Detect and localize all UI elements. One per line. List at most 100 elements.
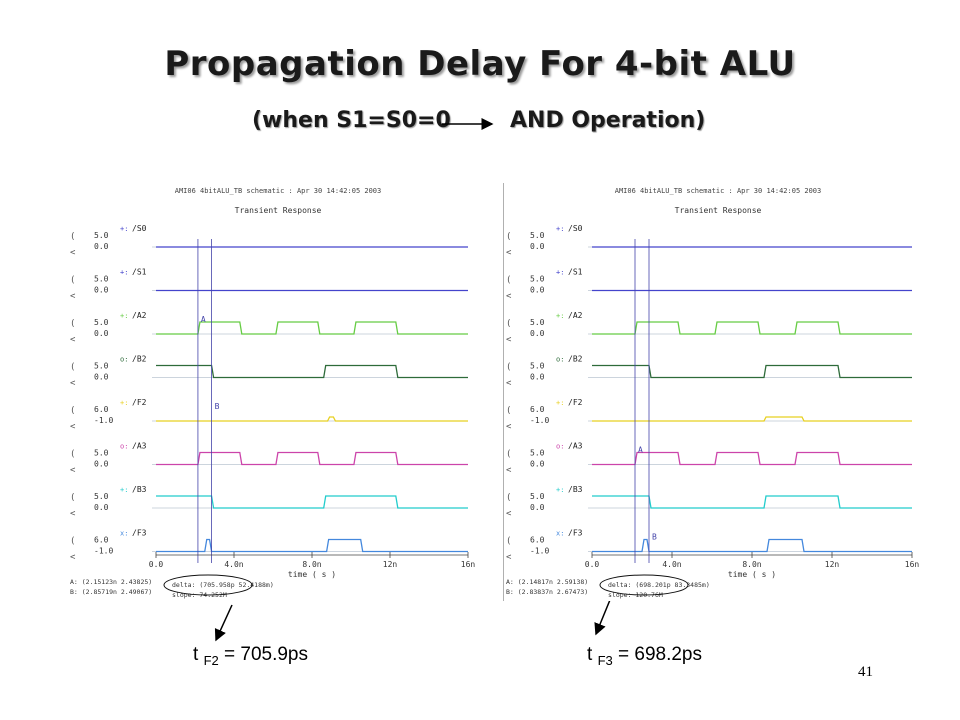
waveform-plot-left: AMI06 4bitALU_TB schematic : Apr 30 14:4… xyxy=(70,187,475,599)
signal-prefix: x: xyxy=(556,530,564,538)
y-tick-low: 0.0 xyxy=(94,503,109,512)
y-tick-low: 0.0 xyxy=(94,373,109,382)
x-tick-label: 0.0 xyxy=(585,560,600,569)
axis-bracket: < xyxy=(506,553,512,563)
x-tick-label: 12n xyxy=(383,560,398,569)
y-tick-low: 0.0 xyxy=(530,373,545,382)
panel-subheader: Transient Response xyxy=(235,206,322,215)
cursor-b-label: B xyxy=(652,533,657,542)
signal-name: /F3 xyxy=(568,529,583,538)
signal-prefix: o: xyxy=(556,356,564,364)
y-tick-high: 5.0 xyxy=(530,449,545,458)
y-tick-low: 0.0 xyxy=(530,286,545,295)
y-tick-high: 5.0 xyxy=(94,492,109,501)
signal-prefix: +: xyxy=(556,312,564,320)
waveform-a2 xyxy=(592,321,912,335)
y-tick-low: -1.0 xyxy=(94,547,113,556)
axis-bracket: ( xyxy=(506,319,511,329)
axis-bracket: ( xyxy=(506,363,511,373)
axis-bracket: < xyxy=(506,466,512,476)
cursor-a-label: A xyxy=(201,315,206,324)
readout-a: A: (2.14817n 2.59138) xyxy=(506,578,588,586)
signal-prefix: +: xyxy=(120,269,128,277)
caption-right-arrow xyxy=(594,594,613,636)
y-tick-low: 0.0 xyxy=(94,329,109,338)
x-tick-label: 8.0n xyxy=(302,560,321,569)
caption-delay-f3: t F3 = 698.2ps xyxy=(587,644,702,668)
x-axis-label: time ( s ) xyxy=(728,570,776,579)
signal-name: /S0 xyxy=(568,224,583,233)
signal-name: /F2 xyxy=(132,398,147,407)
axis-bracket: ( xyxy=(506,493,511,503)
x-tick-label: 8.0n xyxy=(742,560,761,569)
waveform-f3 xyxy=(156,538,468,553)
y-tick-high: 6.0 xyxy=(94,405,109,414)
x-tick-label: 12n xyxy=(825,560,840,569)
signal-prefix: +: xyxy=(120,225,128,233)
signal-prefix: +: xyxy=(556,399,564,407)
signal-name: /F3 xyxy=(132,529,147,538)
y-tick-low: 0.0 xyxy=(94,242,109,251)
waveform-b3 xyxy=(592,495,912,509)
caption-right-value: = 698.2ps xyxy=(612,644,703,665)
axis-bracket: < xyxy=(70,509,76,519)
y-tick-high: 5.0 xyxy=(530,318,545,327)
waveform-a3 xyxy=(592,451,912,466)
caption-delay-f2: t F2 = 705.9ps xyxy=(193,644,308,668)
caption-left-sub: F2 xyxy=(203,652,219,668)
delta-highlight xyxy=(163,574,253,596)
axis-bracket: ( xyxy=(506,276,511,286)
y-tick-high: 5.0 xyxy=(94,318,109,327)
y-tick-high: 6.0 xyxy=(94,536,109,545)
subtitle-condition: (when S1=S0=0 xyxy=(252,108,451,133)
axis-bracket: < xyxy=(506,509,512,519)
cursor-a-label: A xyxy=(638,446,643,455)
waveform-a2 xyxy=(156,321,468,335)
y-tick-low: 0.0 xyxy=(530,503,545,512)
axis-bracket: ( xyxy=(70,363,75,373)
signal-prefix: +: xyxy=(556,486,564,494)
slide-title: Propagation Delay For 4-bit ALU xyxy=(164,44,796,84)
axis-bracket: ( xyxy=(506,232,511,242)
axis-bracket: < xyxy=(506,248,512,258)
caption-left-prefix: t xyxy=(193,644,204,665)
x-tick-label: 16n xyxy=(905,560,920,569)
axis-bracket: ( xyxy=(506,406,511,416)
axis-bracket: < xyxy=(70,292,76,302)
waveform-b3 xyxy=(156,495,468,509)
waveform-b2 xyxy=(592,364,912,379)
axis-bracket: < xyxy=(506,292,512,302)
axis-bracket: ( xyxy=(70,232,75,242)
axis-bracket: ( xyxy=(70,319,75,329)
cursor-b-label: B xyxy=(215,402,220,411)
panel-header: AMI06 4bitALU_TB schematic : Apr 30 14:4… xyxy=(175,187,382,195)
y-tick-high: 5.0 xyxy=(530,362,545,371)
caption-left-value: = 705.9ps xyxy=(218,644,309,665)
signal-name: /A3 xyxy=(132,442,147,451)
subtitle-operation: AND Operation) xyxy=(510,108,706,133)
readout-a: A: (2.15123n 2.43825) xyxy=(70,578,152,586)
axis-bracket: < xyxy=(70,553,76,563)
axis-bracket: < xyxy=(70,335,76,345)
axis-bracket: ( xyxy=(70,406,75,416)
readout-delta: delta: (705.958p 52.4188m) xyxy=(172,581,274,589)
readout-delta: delta: (698.201p 83.3485m) xyxy=(608,581,710,589)
signal-name: /B2 xyxy=(132,355,147,364)
caption-left-arrow xyxy=(214,604,233,642)
waveform-a3 xyxy=(156,451,468,466)
y-tick-low: -1.0 xyxy=(530,547,549,556)
x-axis-label: time ( s ) xyxy=(288,570,336,579)
signal-name: /F2 xyxy=(568,398,583,407)
signal-name: /B3 xyxy=(568,485,583,494)
waveform-f2 xyxy=(156,416,468,422)
y-tick-high: 5.0 xyxy=(94,275,109,284)
waveform-f3 xyxy=(592,538,912,553)
axis-bracket: < xyxy=(70,379,76,389)
axis-bracket: ( xyxy=(506,537,511,547)
panel-header: AMI06 4bitALU_TB schematic : Apr 30 14:4… xyxy=(615,187,822,195)
signal-name: /S1 xyxy=(568,268,583,277)
y-tick-high: 5.0 xyxy=(530,492,545,501)
axis-bracket: < xyxy=(506,335,512,345)
waveform-panel-right: AMI06 4bitALU_TB schematic : Apr 30 14:4… xyxy=(503,183,932,601)
signal-prefix: +: xyxy=(556,225,564,233)
